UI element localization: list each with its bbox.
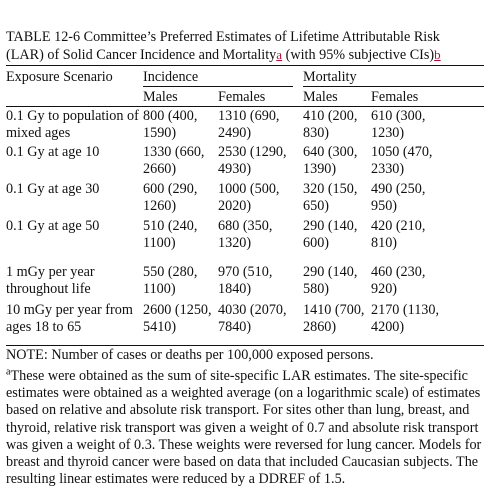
row-5-scenario-line-2: throughout life	[6, 280, 91, 297]
row-1-incidence-males-line-1: 800 (400,	[143, 108, 198, 124]
row-5-mortality-females-line-1: 460 (230,	[371, 264, 426, 280]
row-2-incidence-males-line-1: 1330 (660,	[143, 144, 205, 160]
header-incidence-males: Males	[143, 89, 178, 105]
row-6-scenario-line-1: 10 mGy per year from	[6, 302, 133, 318]
row-5-incidence-females-line-1: 970 (510,	[218, 264, 273, 280]
row-4-incidence-males-line-2: 1100)	[143, 234, 176, 251]
footnote-b-link[interactable]: b	[434, 47, 441, 62]
row-1-mortality-males-line-1: 410 (200,	[303, 108, 358, 124]
row-5-incidence-males-line-2: 1100)	[143, 280, 176, 297]
row-4-mortality-females-line-2: 810)	[371, 234, 398, 251]
caption-line-2: (LAR) of Solid Cancer Incidence and Mort…	[6, 46, 496, 64]
row-6-mortality-females-line-2: 4200)	[371, 318, 405, 335]
row-1-mortality-females-line-2: 1230)	[371, 124, 405, 141]
row-5-incidence-males-line-1: 550 (280,	[143, 264, 198, 280]
row-3-mortality-females-line-1: 490 (250,	[371, 181, 426, 197]
row-2-incidence-females-line-1: 2530 (1290,	[218, 144, 287, 160]
row-6-incidence-females-line-2: 7840)	[218, 318, 252, 335]
row-6-mortality-females-line-1: 2170 (1130,	[371, 302, 440, 318]
row-1-scenario-line-1: 0.1 Gy to population of	[6, 108, 139, 124]
row-2-incidence-females-line-2: 4930)	[218, 160, 252, 177]
rule-header-bottom	[6, 106, 484, 107]
row-2-scenario-line-1: 0.1 Gy at age 10	[6, 144, 100, 160]
row-3-mortality-females-line-2: 950)	[371, 197, 398, 214]
header-incidence-females: Females	[218, 89, 266, 105]
footnote-a-text: These were obtained as the sum of site-s…	[6, 368, 482, 488]
row-2-mortality-females-line-2: 2330)	[371, 160, 405, 177]
row-3-incidence-females-line-1: 1000 (500,	[218, 181, 280, 197]
header-mortality: Mortality	[303, 69, 357, 85]
row-2-incidence-males-line-2: 2660)	[143, 160, 177, 177]
caption-line-2-text: (LAR) of Solid Cancer Incidence and Mort…	[6, 47, 277, 63]
row-4-incidence-males-line-1: 510 (240,	[143, 218, 198, 234]
row-4-incidence-females-line-2: 1320)	[218, 234, 252, 251]
row-6-mortality-males-line-2: 2860)	[303, 318, 337, 335]
footnote-a-link[interactable]: a	[276, 47, 283, 62]
row-1-incidence-males-line-2: 1590)	[143, 124, 177, 141]
rule-bottom	[6, 345, 484, 346]
caption-line-2-mid: (with 95% subjective CIs)	[282, 47, 435, 63]
table-note: NOTE: Number of cases or deaths per 100,…	[6, 347, 374, 363]
row-5-mortality-males-line-1: 290 (140,	[303, 264, 358, 280]
row-6-scenario-line-2: ages 18 to 65	[6, 318, 82, 335]
row-6-incidence-females-line-1: 4030 (2070,	[218, 302, 287, 318]
rule-group-incidence	[143, 86, 293, 87]
footnote-a-marker: a	[6, 366, 11, 378]
row-5-incidence-females-line-2: 1840)	[218, 280, 252, 297]
table-caption: TABLE 12-6 Committee’s Preferred Estimat…	[6, 28, 496, 64]
row-4-mortality-males-line-1: 290 (140,	[303, 218, 358, 234]
row-5-scenario-line-1: 1 mGy per year	[6, 264, 95, 280]
header-exposure-scenario: Exposure Scenario	[6, 69, 113, 85]
rule-top	[6, 65, 484, 66]
row-5-mortality-males-line-2: 580)	[303, 280, 330, 297]
row-3-mortality-males-line-2: 650)	[303, 197, 330, 214]
row-4-scenario-line-1: 0.1 Gy at age 50	[6, 218, 100, 234]
row-4-mortality-females-line-1: 420 (210,	[371, 218, 426, 234]
row-1-scenario-line-2: mixed ages	[6, 124, 71, 141]
row-4-incidence-females-line-1: 680 (350,	[218, 218, 273, 234]
row-1-incidence-females-line-2: 2490)	[218, 124, 252, 141]
row-3-mortality-males-line-1: 320 (150,	[303, 181, 358, 197]
footnote-a: aThese were obtained as the sum of site-…	[6, 366, 484, 488]
row-6-incidence-males-line-2: 5410)	[143, 318, 177, 335]
caption-line-1: TABLE 12-6 Committee’s Preferred Estimat…	[6, 29, 440, 45]
row-1-incidence-females-line-1: 1310 (690,	[218, 108, 280, 124]
row-4-mortality-males-line-2: 600)	[303, 234, 330, 251]
row-2-mortality-males-line-2: 1390)	[303, 160, 337, 177]
row-6-mortality-males-line-1: 1410 (700,	[303, 302, 365, 318]
row-3-incidence-males-line-2: 1260)	[143, 197, 177, 214]
header-mortality-males: Males	[303, 89, 338, 105]
row-3-incidence-females-line-2: 2020)	[218, 197, 252, 214]
row-1-mortality-males-line-2: 830)	[303, 124, 330, 141]
header-mortality-females: Females	[371, 89, 419, 105]
row-2-mortality-females-line-1: 1050 (470,	[371, 144, 433, 160]
header-incidence: Incidence	[143, 69, 199, 85]
row-3-scenario-line-1: 0.1 Gy at age 30	[6, 181, 100, 197]
row-3-incidence-males-line-1: 600 (290,	[143, 181, 198, 197]
row-5-mortality-females-line-2: 920)	[371, 280, 398, 297]
row-2-mortality-males-line-1: 640 (300,	[303, 144, 358, 160]
rule-group-mortality	[303, 86, 484, 87]
row-6-incidence-males-line-1: 2600 (1250,	[143, 302, 212, 318]
row-1-mortality-females-line-1: 610 (300,	[371, 108, 426, 124]
